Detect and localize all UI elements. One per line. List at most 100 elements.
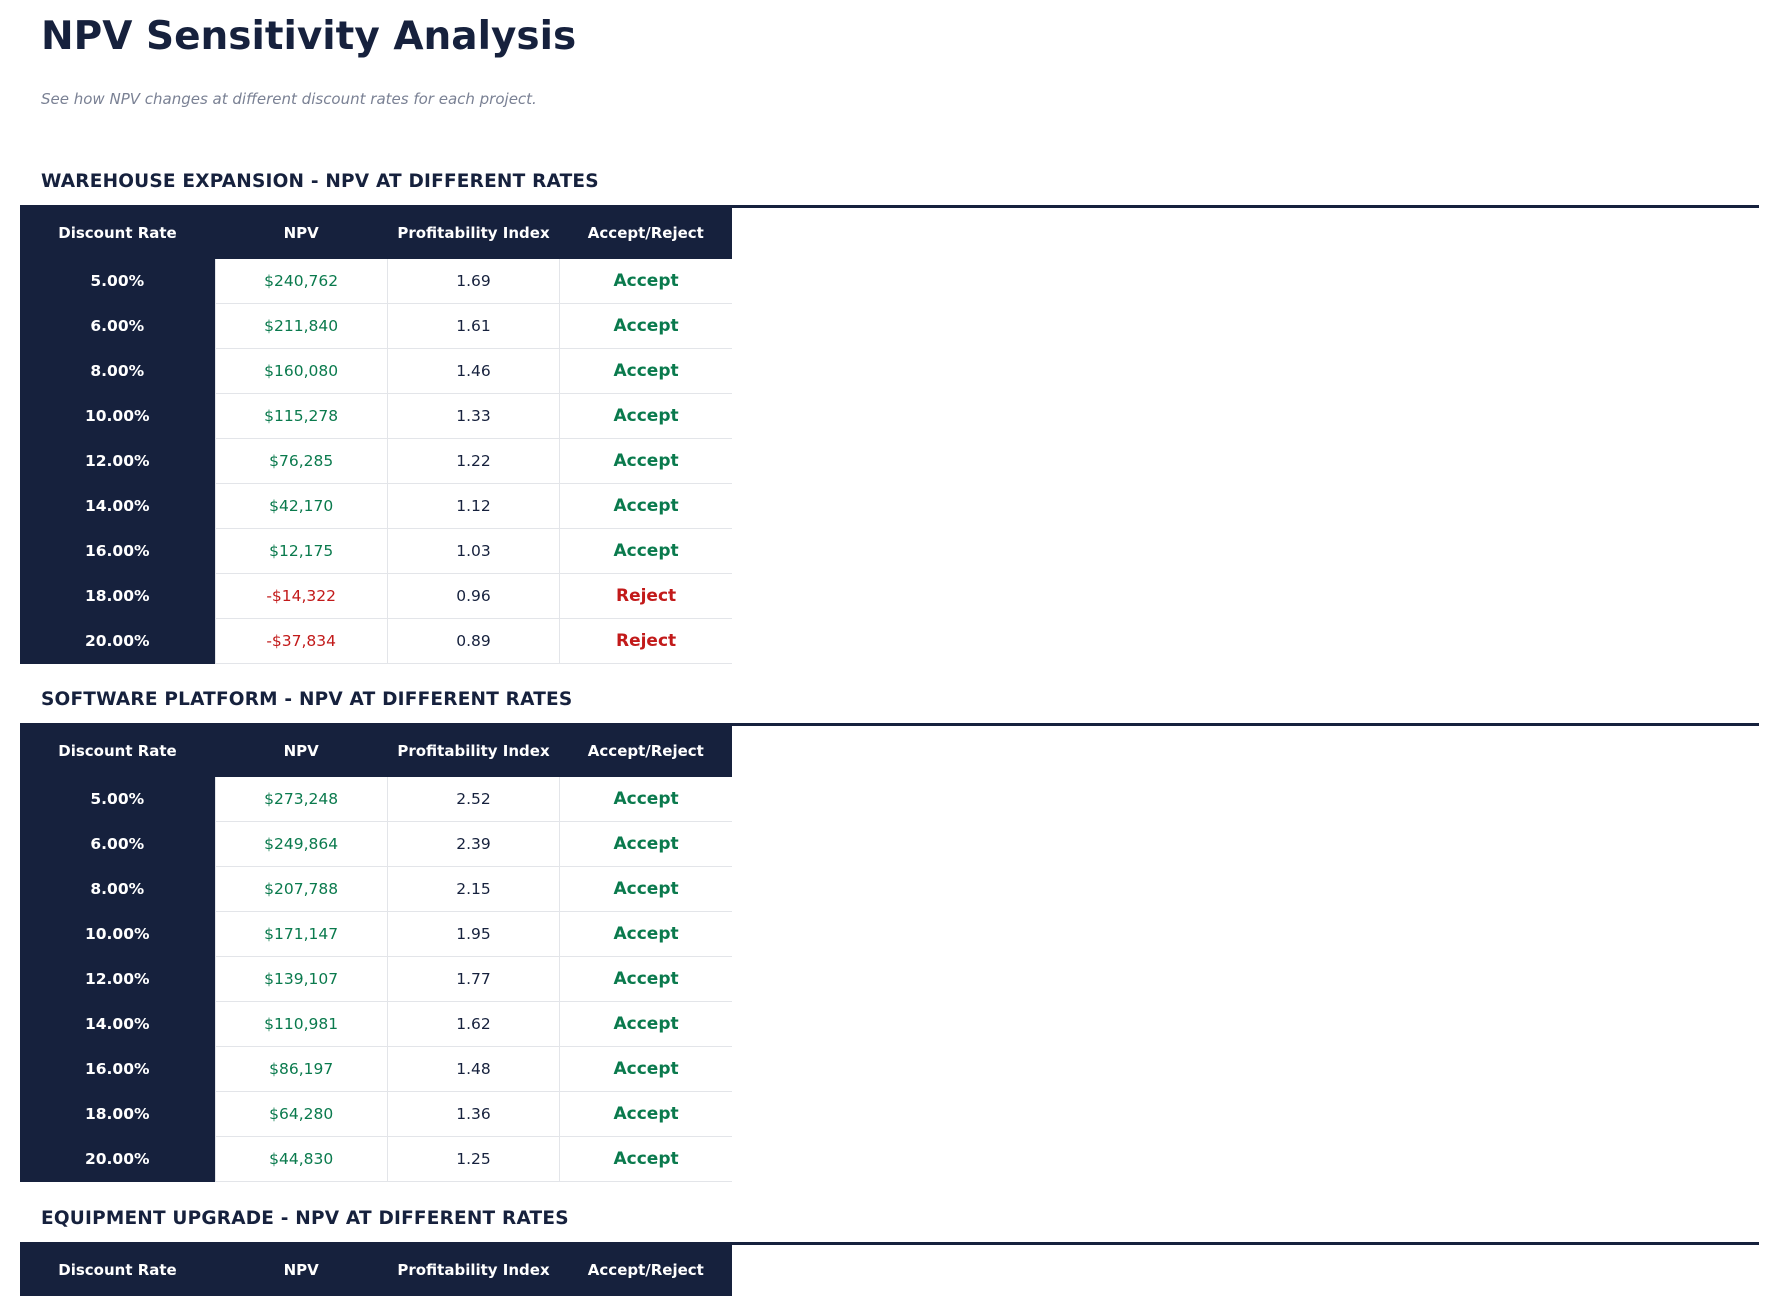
discount-rate-cell: 16.00% (20, 528, 215, 574)
decision-cell: Accept (559, 259, 732, 304)
decision-cell: Accept (559, 956, 732, 1002)
table-row: 8.00% $160,080 1.46 Accept (20, 348, 732, 394)
discount-rate-cell: 20.00% (20, 1136, 215, 1182)
profitability-index-cell: 1.77 (386, 956, 560, 1002)
npv-cell: $171,147 (214, 911, 388, 957)
npv-cell: $64,280 (214, 1091, 388, 1137)
column-header: Profitability Index (387, 1243, 560, 1296)
npv-cell: $249,864 (214, 821, 388, 867)
section-title: WAREHOUSE EXPANSION - NPV AT DIFFERENT R… (41, 171, 599, 192)
profitability-index-cell: 1.22 (386, 438, 560, 484)
decision-cell: Accept (559, 1091, 732, 1137)
npv-cell: $211,840 (214, 303, 388, 349)
column-header: NPV (215, 724, 388, 777)
table-row: 14.00% $110,981 1.62 Accept (20, 1001, 732, 1047)
table-row: 10.00% $171,147 1.95 Accept (20, 911, 732, 957)
column-header: Discount Rate (20, 724, 215, 777)
discount-rate-cell: 10.00% (20, 393, 215, 439)
profitability-index-cell: 1.48 (386, 1046, 560, 1092)
discount-rate-cell: 6.00% (20, 821, 215, 867)
npv-cell: $110,981 (214, 1001, 388, 1047)
discount-rate-cell: 10.00% (20, 911, 215, 957)
discount-rate-cell: 16.00% (20, 1046, 215, 1092)
profitability-index-cell: 1.95 (386, 911, 560, 957)
decision-cell: Accept (559, 393, 732, 439)
npv-cell: $115,278 (214, 393, 388, 439)
discount-rate-cell: 20.00% (20, 618, 215, 664)
decision-cell: Accept (559, 1046, 732, 1092)
npv-cell: -$14,322 (214, 573, 388, 619)
table-row: 18.00% $64,280 1.36 Accept (20, 1091, 732, 1137)
table-row: 16.00% $12,175 1.03 Accept (20, 528, 732, 574)
decision-cell: Accept (559, 1001, 732, 1047)
table-row: 18.00% -$14,322 0.96 Reject (20, 573, 732, 619)
column-header: Discount Rate (20, 206, 215, 259)
discount-rate-cell: 12.00% (20, 956, 215, 1002)
profitability-index-cell: 0.89 (386, 618, 560, 664)
discount-rate-cell: 8.00% (20, 866, 215, 912)
decision-cell: Accept (559, 777, 732, 822)
decision-cell: Accept (559, 348, 732, 394)
npv-cell: $42,170 (214, 483, 388, 529)
table-row: 12.00% $76,285 1.22 Accept (20, 438, 732, 484)
column-header: NPV (215, 206, 388, 259)
npv-cell: $12,175 (214, 528, 388, 574)
profitability-index-cell: 1.61 (386, 303, 560, 349)
npv-cell: $139,107 (214, 956, 388, 1002)
column-header: Accept/Reject (559, 206, 732, 259)
npv-cell: -$37,834 (214, 618, 388, 664)
decision-cell: Accept (559, 911, 732, 957)
decision-cell: Accept (559, 303, 732, 349)
section-divider (20, 205, 1759, 208)
discount-rate-cell: 5.00% (20, 777, 215, 822)
column-header: Profitability Index (387, 206, 560, 259)
profitability-index-cell: 2.15 (386, 866, 560, 912)
table-row: 6.00% $249,864 2.39 Accept (20, 821, 732, 867)
profitability-index-cell: 1.33 (386, 393, 560, 439)
npv-cell: $76,285 (214, 438, 388, 484)
profitability-index-cell: 1.62 (386, 1001, 560, 1047)
table-header-row: Discount Rate NPV Profitability Index Accep… (20, 206, 732, 259)
table-row: 20.00% -$37,834 0.89 Reject (20, 618, 732, 664)
profitability-index-cell: 1.46 (386, 348, 560, 394)
table-row: 20.00% $44,830 1.25 Accept (20, 1136, 732, 1182)
npv-table: Discount Rate NPV Profitability Index Accep… (20, 206, 732, 664)
table-header-row: Discount Rate NPV Profitability Index Accep… (20, 724, 732, 777)
decision-cell: Accept (559, 866, 732, 912)
discount-rate-cell: 14.00% (20, 483, 215, 529)
npv-cell: $273,248 (214, 777, 388, 822)
npv-cell: $207,788 (214, 866, 388, 912)
page-title: NPV Sensitivity Analysis (41, 14, 577, 59)
profitability-index-cell: 1.12 (386, 483, 560, 529)
profitability-index-cell: 2.39 (386, 821, 560, 867)
profitability-index-cell: 2.52 (386, 777, 560, 822)
discount-rate-cell: 12.00% (20, 438, 215, 484)
column-header: Discount Rate (20, 1243, 215, 1296)
section-title: SOFTWARE PLATFORM - NPV AT DIFFERENT RAT… (41, 689, 573, 710)
discount-rate-cell: 18.00% (20, 1091, 215, 1137)
profitability-index-cell: 1.25 (386, 1136, 560, 1182)
decision-cell: Accept (559, 1136, 732, 1182)
profitability-index-cell: 1.69 (386, 259, 560, 304)
discount-rate-cell: 5.00% (20, 259, 215, 304)
decision-cell: Accept (559, 528, 732, 574)
column-header: NPV (215, 1243, 388, 1296)
npv-table: Discount Rate NPV Profitability Index Accep… (20, 1243, 732, 1296)
npv-cell: $44,830 (214, 1136, 388, 1182)
section-title: EQUIPMENT UPGRADE - NPV AT DIFFERENT RAT… (41, 1208, 569, 1229)
table-row: 5.00% $240,762 1.69 Accept (20, 259, 732, 304)
decision-cell: Reject (559, 573, 732, 619)
discount-rate-cell: 8.00% (20, 348, 215, 394)
table-row: 12.00% $139,107 1.77 Accept (20, 956, 732, 1002)
npv-cell: $160,080 (214, 348, 388, 394)
discount-rate-cell: 6.00% (20, 303, 215, 349)
profitability-index-cell: 1.36 (386, 1091, 560, 1137)
table-row: 16.00% $86,197 1.48 Accept (20, 1046, 732, 1092)
npv-cell: $86,197 (214, 1046, 388, 1092)
column-header: Accept/Reject (559, 1243, 732, 1296)
profitability-index-cell: 0.96 (386, 573, 560, 619)
section-divider (20, 1242, 1759, 1245)
table-row: 14.00% $42,170 1.12 Accept (20, 483, 732, 529)
section-divider (20, 723, 1759, 726)
discount-rate-cell: 14.00% (20, 1001, 215, 1047)
